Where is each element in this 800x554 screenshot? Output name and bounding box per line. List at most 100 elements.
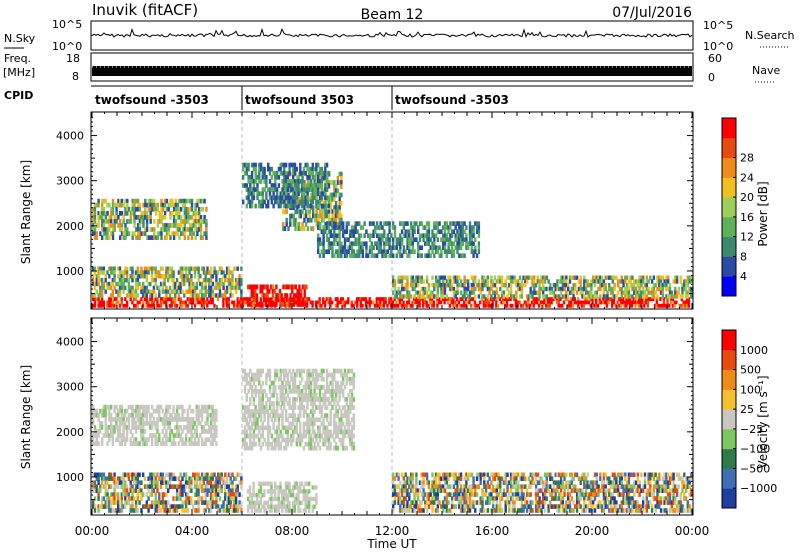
heatmap-cell xyxy=(400,279,404,284)
heatmap-cell xyxy=(154,425,157,430)
heatmap-cell xyxy=(213,492,216,497)
heatmap-cell xyxy=(184,508,188,513)
heatmap-cell xyxy=(518,275,522,280)
heatmap-cell xyxy=(440,253,443,258)
heatmap-cell xyxy=(296,226,299,231)
heatmap-cell xyxy=(163,500,166,505)
heatmap-cell xyxy=(192,289,195,294)
heatmap-cell xyxy=(274,437,277,443)
heatmap-cell xyxy=(181,488,184,493)
heatmap-cell xyxy=(135,235,138,240)
heatmap-cell xyxy=(131,202,134,208)
heatmap-cell xyxy=(279,405,282,410)
heatmap-cell xyxy=(129,266,132,271)
heatmap-cell xyxy=(250,409,254,414)
heatmap-cell xyxy=(143,408,147,414)
heatmap-cell xyxy=(650,294,654,299)
heatmap-cell xyxy=(118,281,122,287)
heatmap-cell xyxy=(158,270,161,275)
heatmap-cell xyxy=(499,286,502,292)
heatmap-cell xyxy=(620,294,623,299)
heatmap-cell xyxy=(559,290,563,295)
heatmap-cell xyxy=(281,413,284,418)
heatmap-cell xyxy=(649,275,652,280)
heatmap-cell xyxy=(284,368,288,374)
heatmap-cell xyxy=(492,283,495,288)
heatmap-cell xyxy=(502,294,506,299)
heatmap-cell xyxy=(304,162,307,168)
heatmap-cell xyxy=(440,286,443,292)
heatmap-cell xyxy=(208,500,211,505)
heatmap-cell xyxy=(438,229,441,234)
heatmap-cell xyxy=(300,203,304,209)
heatmap-cell xyxy=(379,221,382,226)
heatmap-cell xyxy=(186,278,189,283)
heatmap-cell xyxy=(258,376,261,382)
heatmap-cell xyxy=(611,275,614,280)
heatmap-cell xyxy=(500,294,504,299)
heatmap-cell xyxy=(177,433,181,438)
heatmap-cell xyxy=(436,245,439,250)
heatmap-cell xyxy=(160,202,163,208)
heatmap-cell xyxy=(154,433,157,438)
heatmap-cell xyxy=(117,437,120,442)
heatmap-cell xyxy=(199,274,202,279)
heatmap-cell xyxy=(565,294,568,299)
heatmap-cell xyxy=(115,437,118,442)
heatmap-cell xyxy=(231,480,234,485)
heatmap-cell xyxy=(418,245,422,250)
heatmap-cell xyxy=(156,202,160,208)
heatmap-cell xyxy=(136,412,139,418)
heatmap-cell xyxy=(93,297,97,302)
heatmap-cell xyxy=(304,393,307,398)
heatmap-cell xyxy=(149,425,152,430)
heatmap-cell xyxy=(281,421,284,427)
heatmap-cell xyxy=(630,300,633,305)
heatmap-cell xyxy=(336,241,339,246)
heatmap-cell xyxy=(144,198,147,204)
heatmap-cell xyxy=(433,225,436,230)
heatmap-cell xyxy=(108,266,111,271)
heatmap-cell xyxy=(254,384,257,390)
heatmap-cell xyxy=(338,225,341,230)
heatmap-cell xyxy=(472,275,475,280)
heatmap-cell xyxy=(93,227,97,232)
heatmap-cell xyxy=(144,211,147,216)
heatmap-cell xyxy=(637,300,641,305)
heatmap-cell xyxy=(243,425,247,431)
heatmap-cell xyxy=(468,221,472,226)
heatmap-cell xyxy=(249,445,252,451)
heatmap-cell xyxy=(158,303,161,308)
heatmap-cell xyxy=(331,209,334,215)
heatmap-cell xyxy=(580,303,584,308)
heatmap-cell xyxy=(320,368,323,374)
heatmap-cell xyxy=(156,231,160,236)
heatmap-cell xyxy=(131,412,134,418)
heatmap-cell xyxy=(209,412,213,418)
heatmap-cell xyxy=(559,303,562,308)
heatmap-cell xyxy=(170,289,173,294)
heatmap-cell xyxy=(392,279,395,284)
heatmap-cell xyxy=(461,253,464,258)
heatmap-cell xyxy=(240,293,243,298)
heatmap-cell xyxy=(298,293,301,299)
heatmap-cell xyxy=(245,405,248,410)
heatmap-cell xyxy=(285,217,288,223)
heatmap-cell xyxy=(303,293,306,299)
heatmap-cell xyxy=(249,397,252,402)
heatmap-cell xyxy=(117,480,120,485)
heatmap-cell xyxy=(375,233,379,238)
heatmap-cell xyxy=(140,433,143,438)
heatmap-cell xyxy=(93,433,97,438)
heatmap-cell xyxy=(133,437,136,442)
heatmap-cell xyxy=(209,472,213,478)
heatmap-cell xyxy=(358,233,361,238)
heatmap-cell xyxy=(249,203,252,209)
heatmap-cell xyxy=(284,301,287,307)
heatmap-cell xyxy=(254,393,257,398)
heatmap-cell xyxy=(375,300,378,305)
heatmap-cell xyxy=(124,266,127,271)
heatmap-cell xyxy=(185,215,188,220)
heatmap-cell xyxy=(118,278,122,283)
heatmap-cell xyxy=(225,504,229,509)
